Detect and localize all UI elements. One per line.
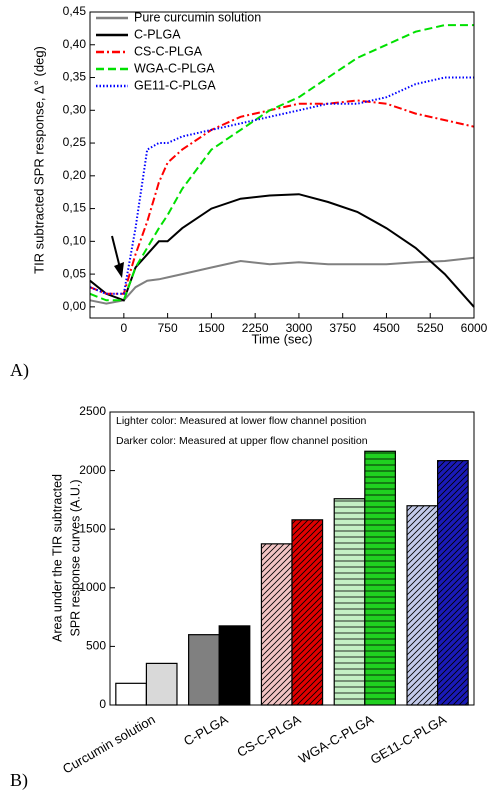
legend-label: WGA-C-PLGA — [134, 61, 215, 75]
y-tick-label: 0,20 — [63, 168, 87, 182]
bar — [145, 662, 178, 706]
x-tick-label: 4500 — [373, 321, 400, 335]
arrow — [111, 235, 124, 278]
y-tick-label: 2500 — [79, 404, 106, 418]
bar — [115, 682, 147, 706]
bar — [188, 634, 220, 706]
y-tick-label: 0,00 — [63, 299, 87, 313]
x-tick-label: 5250 — [417, 321, 444, 335]
x-tick-label: GE11-C-PLGA — [368, 711, 449, 767]
bar — [218, 625, 251, 706]
y-tick-label: 0,45 — [63, 4, 87, 18]
y-tick-label: 500 — [86, 639, 106, 653]
x-tick-label: C-PLGA — [181, 711, 231, 748]
data-line — [89, 24, 474, 302]
bar — [291, 519, 324, 706]
data-line — [89, 193, 475, 308]
plot-frame — [89, 11, 475, 319]
x-tick-label: 3750 — [329, 321, 356, 335]
x-tick-label: WGA-C-PLGA — [296, 711, 376, 766]
y-tick-label: 0,35 — [63, 70, 87, 84]
annotation: Darker color: Measured at upper flow cha… — [116, 435, 368, 447]
bar — [406, 505, 439, 706]
panel-label: A) — [10, 360, 29, 381]
y-tick-label: 0,15 — [63, 201, 87, 215]
x-axis-label: Time (sec) — [252, 331, 313, 346]
y-tick-label: 0,40 — [63, 37, 87, 51]
x-tick-label: CS-C-PLGA — [234, 711, 303, 760]
y-tick-label: 0,25 — [63, 135, 87, 149]
y-tick-label: 0,10 — [63, 234, 87, 248]
x-tick-label: 1500 — [198, 321, 225, 335]
legend-label: C-PLGA — [134, 27, 181, 41]
y-tick-label: 2000 — [79, 463, 106, 477]
y-tick-label: 1500 — [79, 521, 106, 535]
y-tick-label: 1000 — [79, 580, 106, 594]
bar — [333, 498, 366, 706]
y-axis-label: TIR subtracted SPR response, Δ° (deg) — [31, 46, 46, 274]
legend-label: CS-C-PLGA — [134, 44, 203, 58]
x-tick-label: Curcumin solution — [60, 712, 158, 777]
y-tick-label: 0,30 — [63, 102, 87, 116]
bar — [364, 450, 396, 706]
panel-label: B) — [10, 770, 28, 791]
y-tick-label: 0 — [99, 697, 106, 711]
x-tick-label: 6000 — [461, 321, 488, 335]
y-tick-label: 0,05 — [63, 266, 87, 280]
bar — [437, 460, 469, 706]
legend-label: GE11-C-PLGA — [134, 78, 216, 92]
legend-label: Pure curcumin solution — [134, 10, 261, 24]
bar — [260, 543, 293, 706]
y-axis-label: SPR response curves (A.U.) — [68, 480, 82, 637]
y-axis-label: Area under the TIR subtracted — [50, 474, 64, 642]
x-tick-label: 3000 — [286, 321, 313, 335]
x-tick-label: 2250 — [242, 321, 269, 335]
annotation: Lighter color: Measured at lower flow ch… — [116, 415, 367, 427]
x-tick-label: 0 — [121, 321, 128, 335]
x-tick-label: 750 — [158, 321, 178, 335]
data-line — [89, 99, 475, 295]
data-line — [89, 256, 475, 305]
